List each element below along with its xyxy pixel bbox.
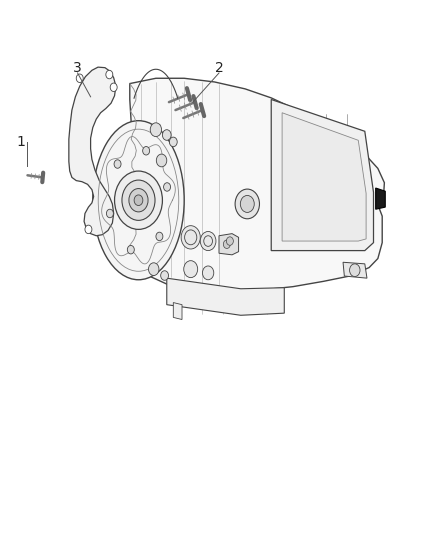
Circle shape: [106, 209, 113, 217]
Circle shape: [202, 266, 214, 280]
Polygon shape: [271, 100, 374, 251]
Circle shape: [226, 237, 233, 245]
Circle shape: [122, 180, 155, 220]
Circle shape: [350, 264, 360, 277]
Circle shape: [114, 160, 121, 168]
Circle shape: [184, 261, 198, 278]
Circle shape: [150, 123, 162, 136]
Circle shape: [204, 236, 212, 246]
Circle shape: [127, 245, 134, 254]
Circle shape: [170, 137, 177, 147]
Circle shape: [200, 231, 216, 251]
Circle shape: [185, 230, 197, 245]
Circle shape: [148, 263, 159, 276]
Text: 3: 3: [73, 61, 82, 75]
Circle shape: [181, 225, 200, 249]
Circle shape: [162, 130, 171, 140]
Circle shape: [161, 271, 169, 280]
Circle shape: [240, 196, 254, 213]
Circle shape: [156, 154, 167, 167]
Circle shape: [163, 183, 170, 191]
Circle shape: [223, 240, 230, 248]
Circle shape: [134, 195, 143, 206]
Circle shape: [115, 171, 162, 229]
Polygon shape: [219, 233, 239, 255]
Circle shape: [85, 225, 92, 233]
Polygon shape: [376, 188, 385, 209]
Ellipse shape: [93, 120, 184, 280]
Circle shape: [156, 232, 163, 241]
Polygon shape: [173, 303, 182, 319]
Circle shape: [143, 147, 150, 155]
Polygon shape: [69, 67, 116, 236]
Circle shape: [129, 189, 148, 212]
Polygon shape: [282, 113, 366, 241]
Text: 1: 1: [17, 135, 25, 149]
Polygon shape: [127, 78, 385, 292]
Circle shape: [110, 83, 117, 92]
Circle shape: [76, 74, 83, 83]
Polygon shape: [167, 278, 284, 316]
Circle shape: [235, 189, 259, 219]
Circle shape: [106, 70, 113, 79]
Polygon shape: [343, 262, 367, 278]
Text: 2: 2: [215, 61, 223, 75]
